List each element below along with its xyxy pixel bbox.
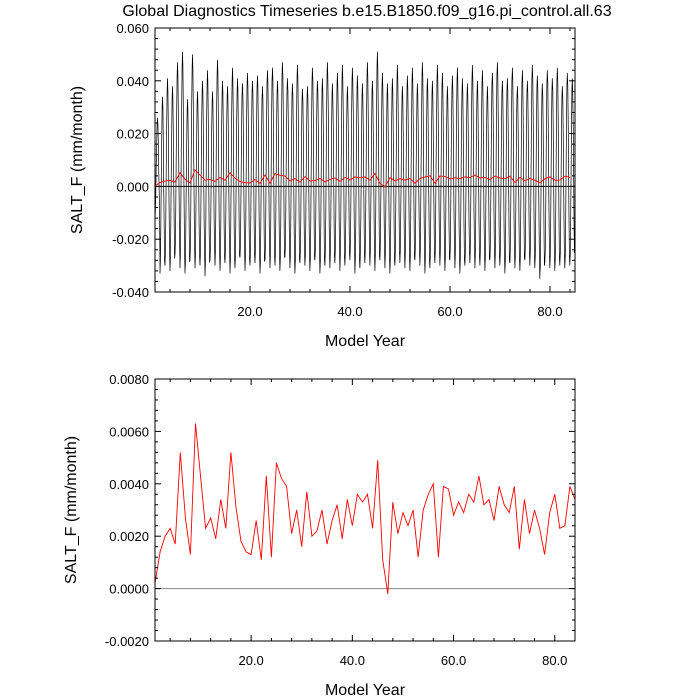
bottom-x-tick-label: 40.0	[340, 653, 365, 668]
top-y-tick-label: 0.000	[116, 179, 149, 194]
top-plot-frame	[154, 27, 576, 293]
top-series-annual-mean	[154, 168, 571, 188]
bottom-panel-marks	[154, 423, 576, 594]
bottom-y-axis-label: SALT_F (mm/month)	[63, 436, 80, 584]
bottom-x-axis-label: Model Year	[325, 682, 406, 699]
bottom-y-tick-label: 0.0080	[109, 372, 149, 387]
bottom-series-annual-mean	[154, 423, 576, 594]
bottom-y-tick-label: 0.0040	[109, 477, 149, 492]
bottom-y-tick-label: 0.0020	[109, 529, 149, 544]
bottom-x-tick-label: 20.0	[238, 653, 263, 668]
bottom-y-tick-label: -0.0020	[105, 634, 149, 649]
top-y-tick-label: 0.060	[116, 21, 149, 36]
top-y-tick-label: -0.040	[112, 285, 149, 300]
bottom-plot-frame	[154, 378, 576, 642]
bottom-panel-axes: 20.0 40.0 60.0 80.0 -0.0020 0.0000 0.0020 0.004…	[105, 372, 575, 668]
top-x-axis-label: Model Year	[325, 333, 406, 350]
top-series-monthly	[154, 51, 575, 279]
top-panel-marks	[154, 51, 575, 279]
top-x-tick-label: 40.0	[337, 304, 362, 319]
bottom-x-tick-label: 60.0	[441, 653, 466, 668]
bottom-panel: 20.0 40.0 60.0 80.0 -0.0020 0.0000 0.0020 0.004…	[63, 372, 576, 699]
bottom-y-tick-label: 0.0000	[109, 582, 149, 597]
top-panel-axes: 20.0 40.0 60.0 80.0 -0.040 -0.020 0.000 0.020 0.…	[112, 21, 575, 319]
top-x-tick-label: 20.0	[237, 304, 262, 319]
bottom-x-tick-label: 80.0	[542, 653, 567, 668]
top-x-tick-label: 60.0	[437, 304, 462, 319]
figure-title: Global Diagnostics Timeseries b.e15.B185…	[122, 3, 611, 20]
top-y-tick-label: -0.020	[112, 232, 149, 247]
top-panel: 20.0 40.0 60.0 80.0 -0.040 -0.020 0.000 0.020 0.…	[69, 21, 576, 350]
top-y-tick-label: 0.020	[116, 127, 149, 142]
top-x-tick-label: 80.0	[537, 304, 562, 319]
top-y-tick-label: 0.040	[116, 74, 149, 89]
top-y-axis-label: SALT_F (mm/month)	[69, 86, 86, 234]
bottom-y-tick-label: 0.0060	[109, 424, 149, 439]
